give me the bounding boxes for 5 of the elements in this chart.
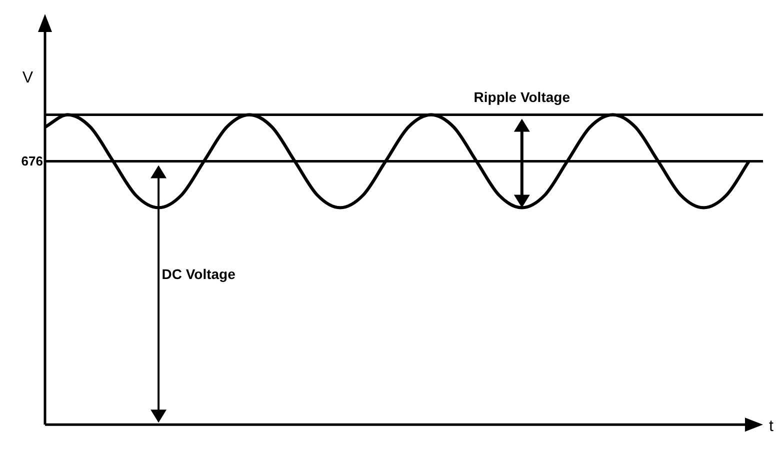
text: 676 — [21, 154, 43, 169]
annotation: DC Voltage — [162, 266, 236, 282]
y-axis-title: V — [22, 69, 34, 86]
text: Ripple Voltage — [474, 88, 570, 105]
x-axis-title: t — [769, 418, 774, 436]
